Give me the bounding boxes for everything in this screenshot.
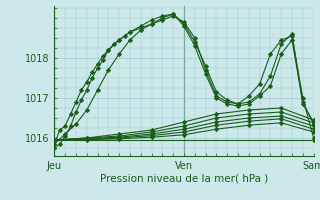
X-axis label: Pression niveau de la mer( hPa ): Pression niveau de la mer( hPa ) [100,174,268,184]
